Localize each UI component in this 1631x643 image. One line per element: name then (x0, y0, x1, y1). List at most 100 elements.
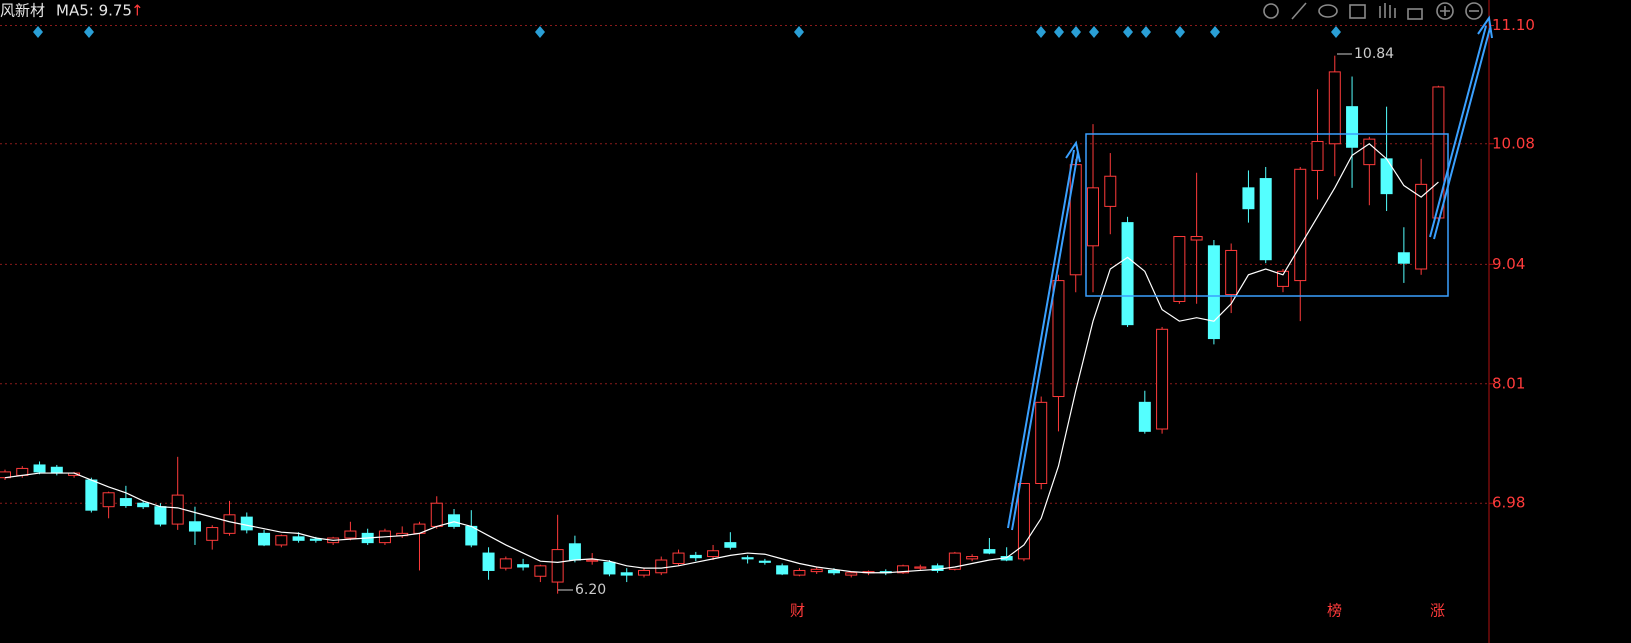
candle-body (258, 532, 271, 546)
candle-body (620, 572, 633, 576)
high-annotation: 10.84 (1354, 46, 1394, 62)
candle-body (568, 543, 581, 561)
candle-body (1156, 328, 1169, 430)
event-marker (1054, 26, 1064, 38)
candle-body (793, 569, 806, 576)
candle-body (292, 536, 305, 541)
eye-icon[interactable] (1318, 4, 1338, 18)
stock-name: 风新材 (0, 2, 45, 20)
y-tick-label: 10.08 (1492, 134, 1535, 152)
candle-body (1276, 270, 1289, 287)
y-tick-label: 6.98 (1492, 494, 1525, 512)
box-icon[interactable] (1349, 4, 1366, 19)
ma5-line (4, 143, 1439, 574)
candle-body (1259, 178, 1272, 261)
event-label: 财 (790, 602, 805, 620)
y-tick-label: 11.10 (1492, 16, 1535, 34)
candle-body (1328, 71, 1341, 145)
candle-body (897, 565, 910, 574)
trend-arrow (1007, 140, 1081, 531)
candle-body (1017, 483, 1030, 560)
candle-body (707, 550, 720, 558)
candle-body (119, 498, 132, 507)
candle-body (33, 464, 46, 473)
candle-body (223, 514, 236, 534)
candle-body (1346, 106, 1359, 148)
zoom-out-icon[interactable] (1465, 2, 1483, 20)
candle-body (1138, 401, 1151, 432)
event-marker (1071, 26, 1081, 38)
y-tick-label: 8.01 (1492, 374, 1525, 392)
event-marker (535, 26, 545, 38)
candle-body (154, 506, 167, 525)
candle-body (810, 568, 823, 573)
candle-body (1052, 280, 1065, 398)
low-annotation: 6.20 (575, 582, 606, 598)
trend-arrow (1429, 15, 1493, 240)
candle-body (655, 559, 668, 574)
candle-body (465, 525, 478, 546)
candle-body (1311, 140, 1324, 171)
event-marker (1141, 26, 1151, 38)
candle-body (672, 552, 685, 565)
event-marker (1331, 26, 1341, 38)
candle-body (1069, 164, 1082, 276)
candle-body (1087, 187, 1100, 247)
candle-body (827, 569, 840, 574)
ma-arrow: ↑ (131, 2, 144, 20)
candle-body (309, 538, 322, 541)
candle-body (1242, 187, 1255, 210)
y-tick-label: 9.04 (1492, 255, 1525, 273)
candle-body (499, 558, 512, 569)
candle-body (102, 492, 115, 508)
candle-body (240, 516, 253, 531)
candle-body (1432, 86, 1445, 219)
zoom-in-icon[interactable] (1436, 2, 1454, 20)
candle-body (914, 566, 927, 569)
candle-body (188, 521, 201, 532)
candle-body (689, 554, 702, 559)
candle-body (724, 542, 737, 548)
event-marker (84, 26, 94, 38)
candle-body (1190, 236, 1203, 241)
candle-body (275, 535, 288, 546)
event-marker (1123, 26, 1133, 38)
candle-body (85, 479, 98, 511)
event-marker (1210, 26, 1220, 38)
candle-body (758, 560, 771, 563)
candle-body (137, 502, 150, 508)
candle-body (845, 572, 858, 576)
candle-body (482, 552, 495, 571)
candle-body (517, 564, 530, 568)
candle-body (1363, 138, 1376, 166)
event-marker (1089, 26, 1099, 38)
lock-icon[interactable] (1407, 8, 1423, 20)
candle-body (206, 527, 219, 541)
event-marker (794, 26, 804, 38)
candle-body (1207, 245, 1220, 340)
trend-arrows (1007, 15, 1493, 531)
candle-body (603, 561, 616, 575)
candle-body (1415, 183, 1428, 270)
candle-body (344, 530, 357, 539)
candle-body (534, 565, 547, 577)
candle-body (1397, 252, 1410, 264)
candle-body (171, 494, 184, 525)
event-marker (1175, 26, 1185, 38)
candle-body (776, 565, 789, 575)
candle-body (1035, 401, 1048, 485)
candle-body (1225, 249, 1238, 296)
range-box (1085, 133, 1449, 297)
zoom-in-plus (1440, 6, 1450, 16)
candle-body (586, 559, 599, 562)
candle-body (948, 552, 961, 570)
draw-icon[interactable] (1291, 2, 1307, 20)
candle-body (1104, 175, 1117, 207)
hand-icon[interactable] (1379, 3, 1396, 18)
candle-body (983, 549, 996, 554)
candle-body (637, 569, 650, 576)
candle-body (1121, 222, 1134, 326)
settings-icon[interactable] (1263, 3, 1279, 19)
